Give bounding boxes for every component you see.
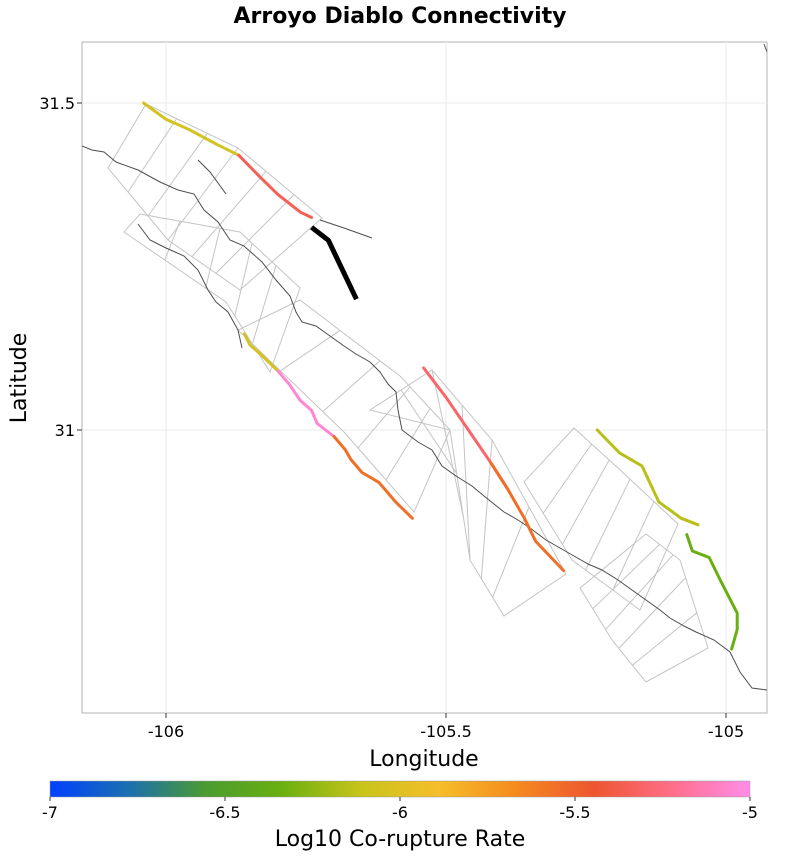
x-tick-label: -105.5 bbox=[420, 722, 472, 741]
subsection-divider bbox=[561, 459, 610, 545]
subsection-divider bbox=[215, 194, 295, 274]
subsection-divider bbox=[632, 612, 698, 666]
co-rupture-trace bbox=[237, 153, 314, 219]
x-axis-ticks: -106 -105.5 -105 bbox=[148, 713, 744, 741]
subsection-divider bbox=[357, 386, 411, 449]
co-rupture-trace bbox=[332, 435, 414, 520]
source-fault bbox=[310, 225, 359, 301]
subsection-divider bbox=[280, 329, 341, 372]
subsection-divider bbox=[322, 360, 381, 412]
colorbar-tick-label: -6.5 bbox=[209, 803, 240, 822]
y-axis-ticks: 31.5 31 bbox=[39, 94, 82, 440]
fault-strip-far-e bbox=[579, 533, 709, 683]
co-rupture-trace bbox=[142, 101, 241, 157]
co-rupture-trace bbox=[276, 369, 336, 438]
subsection-divider bbox=[147, 133, 208, 217]
co-rupture-trace bbox=[595, 428, 700, 527]
subsection-divider bbox=[385, 408, 431, 481]
subsection-divider bbox=[205, 228, 221, 289]
subsection-divider bbox=[492, 506, 530, 598]
co-rupture-trace bbox=[242, 332, 280, 373]
fault-outline bbox=[579, 533, 709, 683]
fault-strip-e bbox=[523, 427, 679, 611]
co-rupture-trace bbox=[685, 533, 739, 651]
arroyo-diablo-trace bbox=[310, 225, 359, 301]
fault-outline bbox=[123, 213, 301, 374]
y-tick-label: 31.5 bbox=[39, 94, 75, 113]
co-rupture-traces bbox=[142, 101, 739, 651]
subsection-divider bbox=[605, 554, 674, 630]
fault-outline bbox=[368, 369, 567, 617]
fault-trace bbox=[197, 159, 227, 195]
plot-panel bbox=[81, 41, 768, 714]
colorbar-tick-label: -7 bbox=[42, 803, 58, 822]
y-axis-label: Latitude bbox=[7, 333, 32, 424]
fault-trace bbox=[82, 145, 767, 691]
fault-outline bbox=[523, 427, 679, 611]
fault-trace bbox=[763, 43, 767, 53]
subsection-divider bbox=[400, 389, 458, 474]
colorbar-label: Log10 Co-rupture Rate bbox=[275, 827, 526, 852]
co-rupture-trace bbox=[489, 461, 566, 573]
y-tick-label: 31 bbox=[55, 421, 75, 440]
subsection-divider bbox=[234, 243, 253, 317]
colorbar-ticks: -7 -6.5 -6 -5.5 -5 bbox=[42, 797, 758, 822]
subsection-divider bbox=[542, 443, 593, 514]
subsection-divider bbox=[431, 369, 464, 517]
subsection-divider bbox=[251, 265, 277, 345]
colorbar-tick-label: -5.5 bbox=[559, 803, 590, 822]
x-tick-label: -105 bbox=[708, 722, 744, 741]
colorbar-tick-label: -6 bbox=[392, 803, 408, 822]
subsection-divider bbox=[191, 171, 267, 257]
subsection-divider bbox=[164, 221, 181, 261]
subsection-divider bbox=[592, 544, 660, 610]
subsection-divider bbox=[612, 501, 655, 591]
subsection-divider bbox=[618, 577, 686, 649]
chart-title: Arroyo Diablo Connectivity bbox=[233, 4, 566, 29]
x-axis-label: Longitude bbox=[369, 747, 478, 772]
x-tick-label: -106 bbox=[148, 722, 184, 741]
subsection-divider bbox=[585, 478, 631, 571]
fault-trace bbox=[137, 223, 243, 349]
fault-strip-mid bbox=[123, 213, 301, 374]
subsection-divider bbox=[127, 118, 178, 193]
subsection-divider bbox=[167, 147, 239, 241]
fault-strip-nw bbox=[107, 103, 323, 291]
gridlines bbox=[82, 42, 767, 713]
colorbar-tick-label: -5 bbox=[742, 803, 758, 822]
fault-trace bbox=[319, 219, 373, 239]
fault-trace-lines bbox=[82, 43, 767, 691]
colorbar bbox=[49, 780, 751, 798]
